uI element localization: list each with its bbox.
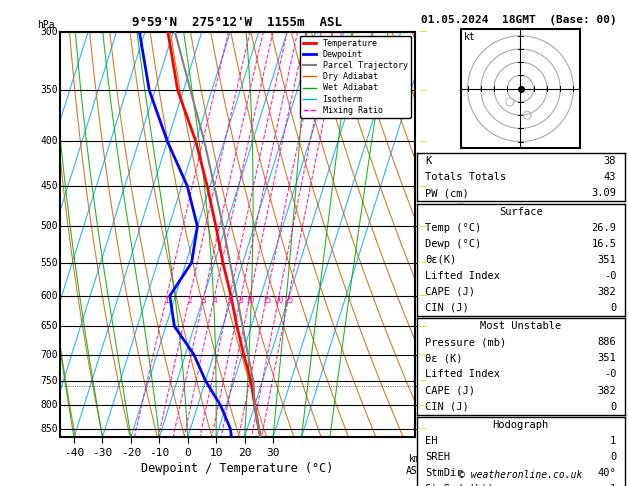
Text: SREH: SREH — [425, 452, 450, 462]
Text: 1: 1 — [165, 296, 169, 305]
Text: —: — — [418, 291, 426, 300]
X-axis label: Dewpoint / Temperature (°C): Dewpoint / Temperature (°C) — [142, 462, 333, 475]
Text: θε(K): θε(K) — [425, 255, 457, 265]
Text: 1: 1 — [610, 484, 616, 486]
Text: © weatheronline.co.uk: © weatheronline.co.uk — [459, 470, 582, 480]
Text: —: — — [418, 27, 426, 36]
Text: Lifted Index: Lifted Index — [425, 369, 500, 380]
Text: 400: 400 — [40, 136, 58, 146]
Text: 6: 6 — [228, 296, 232, 305]
Text: 850: 850 — [40, 423, 58, 434]
Text: 700: 700 — [40, 349, 58, 360]
Text: ASL: ASL — [406, 466, 424, 476]
Text: 1: 1 — [610, 436, 616, 446]
Text: 800: 800 — [40, 400, 58, 411]
Text: —: — — [418, 401, 426, 410]
Text: 01.05.2024  18GMT  (Base: 00): 01.05.2024 18GMT (Base: 00) — [421, 15, 617, 25]
Text: 10: 10 — [245, 296, 255, 305]
Text: Lifted Index: Lifted Index — [425, 271, 500, 281]
Text: PW (cm): PW (cm) — [425, 188, 469, 198]
Text: Surface: Surface — [499, 207, 543, 217]
Text: 300: 300 — [40, 27, 58, 36]
Text: 350: 350 — [40, 86, 58, 95]
Text: 750: 750 — [40, 376, 58, 386]
Text: 351: 351 — [598, 353, 616, 364]
Text: —: — — [418, 350, 426, 359]
Text: 450: 450 — [40, 181, 58, 191]
Text: Totals Totals: Totals Totals — [425, 172, 506, 182]
Text: CAPE (J): CAPE (J) — [425, 287, 476, 297]
Text: 0: 0 — [610, 401, 616, 412]
Text: Hodograph: Hodograph — [493, 420, 549, 430]
Text: —: — — [418, 182, 426, 191]
Text: Dewp (°C): Dewp (°C) — [425, 239, 482, 249]
Text: Mixing Ratio (g/kg): Mixing Ratio (g/kg) — [457, 179, 466, 290]
Text: 8: 8 — [239, 296, 243, 305]
Text: Temp (°C): Temp (°C) — [425, 223, 482, 233]
Text: 2: 2 — [187, 296, 192, 305]
Text: 43: 43 — [604, 172, 616, 182]
Text: 26.9: 26.9 — [591, 223, 616, 233]
Text: -0: -0 — [604, 271, 616, 281]
Title: 9°59'N  275°12'W  1155m  ASL: 9°59'N 275°12'W 1155m ASL — [133, 16, 342, 29]
Text: 25: 25 — [284, 296, 294, 305]
Text: 38: 38 — [604, 156, 616, 166]
Text: θε (K): θε (K) — [425, 353, 463, 364]
Text: Pressure (mb): Pressure (mb) — [425, 337, 506, 347]
Text: —: — — [418, 376, 426, 385]
Text: 500: 500 — [40, 221, 58, 231]
Text: —: — — [418, 424, 426, 433]
Text: K: K — [425, 156, 431, 166]
Text: 40°: 40° — [598, 468, 616, 478]
Text: 600: 600 — [40, 291, 58, 301]
Text: Most Unstable: Most Unstable — [480, 321, 562, 331]
Text: CAPE (J): CAPE (J) — [425, 385, 476, 396]
Text: —: — — [418, 137, 426, 146]
Text: 351: 351 — [598, 255, 616, 265]
Text: 16.5: 16.5 — [591, 239, 616, 249]
Text: 20: 20 — [274, 296, 284, 305]
Text: -0: -0 — [604, 369, 616, 380]
Text: 3.09: 3.09 — [591, 188, 616, 198]
Text: 0: 0 — [610, 303, 616, 313]
Text: 15: 15 — [262, 296, 272, 305]
Text: 3: 3 — [202, 296, 206, 305]
Text: kt: kt — [464, 32, 476, 42]
Text: 382: 382 — [598, 385, 616, 396]
Text: km: km — [409, 453, 421, 464]
Text: StmSpd (kt): StmSpd (kt) — [425, 484, 494, 486]
Text: 4: 4 — [212, 296, 217, 305]
Text: —: — — [418, 322, 426, 331]
Text: hPa: hPa — [36, 19, 54, 30]
Text: 550: 550 — [40, 258, 58, 268]
Text: CIN (J): CIN (J) — [425, 303, 469, 313]
Text: —: — — [418, 258, 426, 267]
Text: —: — — [418, 86, 426, 95]
Legend: Temperature, Dewpoint, Parcel Trajectory, Dry Adiabat, Wet Adiabat, Isotherm, Mi: Temperature, Dewpoint, Parcel Trajectory… — [300, 36, 411, 118]
Text: 886: 886 — [598, 337, 616, 347]
Text: EH: EH — [425, 436, 438, 446]
Text: 0: 0 — [610, 452, 616, 462]
Text: StmDir: StmDir — [425, 468, 463, 478]
Text: CIN (J): CIN (J) — [425, 401, 469, 412]
Text: 382: 382 — [598, 287, 616, 297]
Text: 650: 650 — [40, 321, 58, 331]
Text: —: — — [418, 222, 426, 231]
